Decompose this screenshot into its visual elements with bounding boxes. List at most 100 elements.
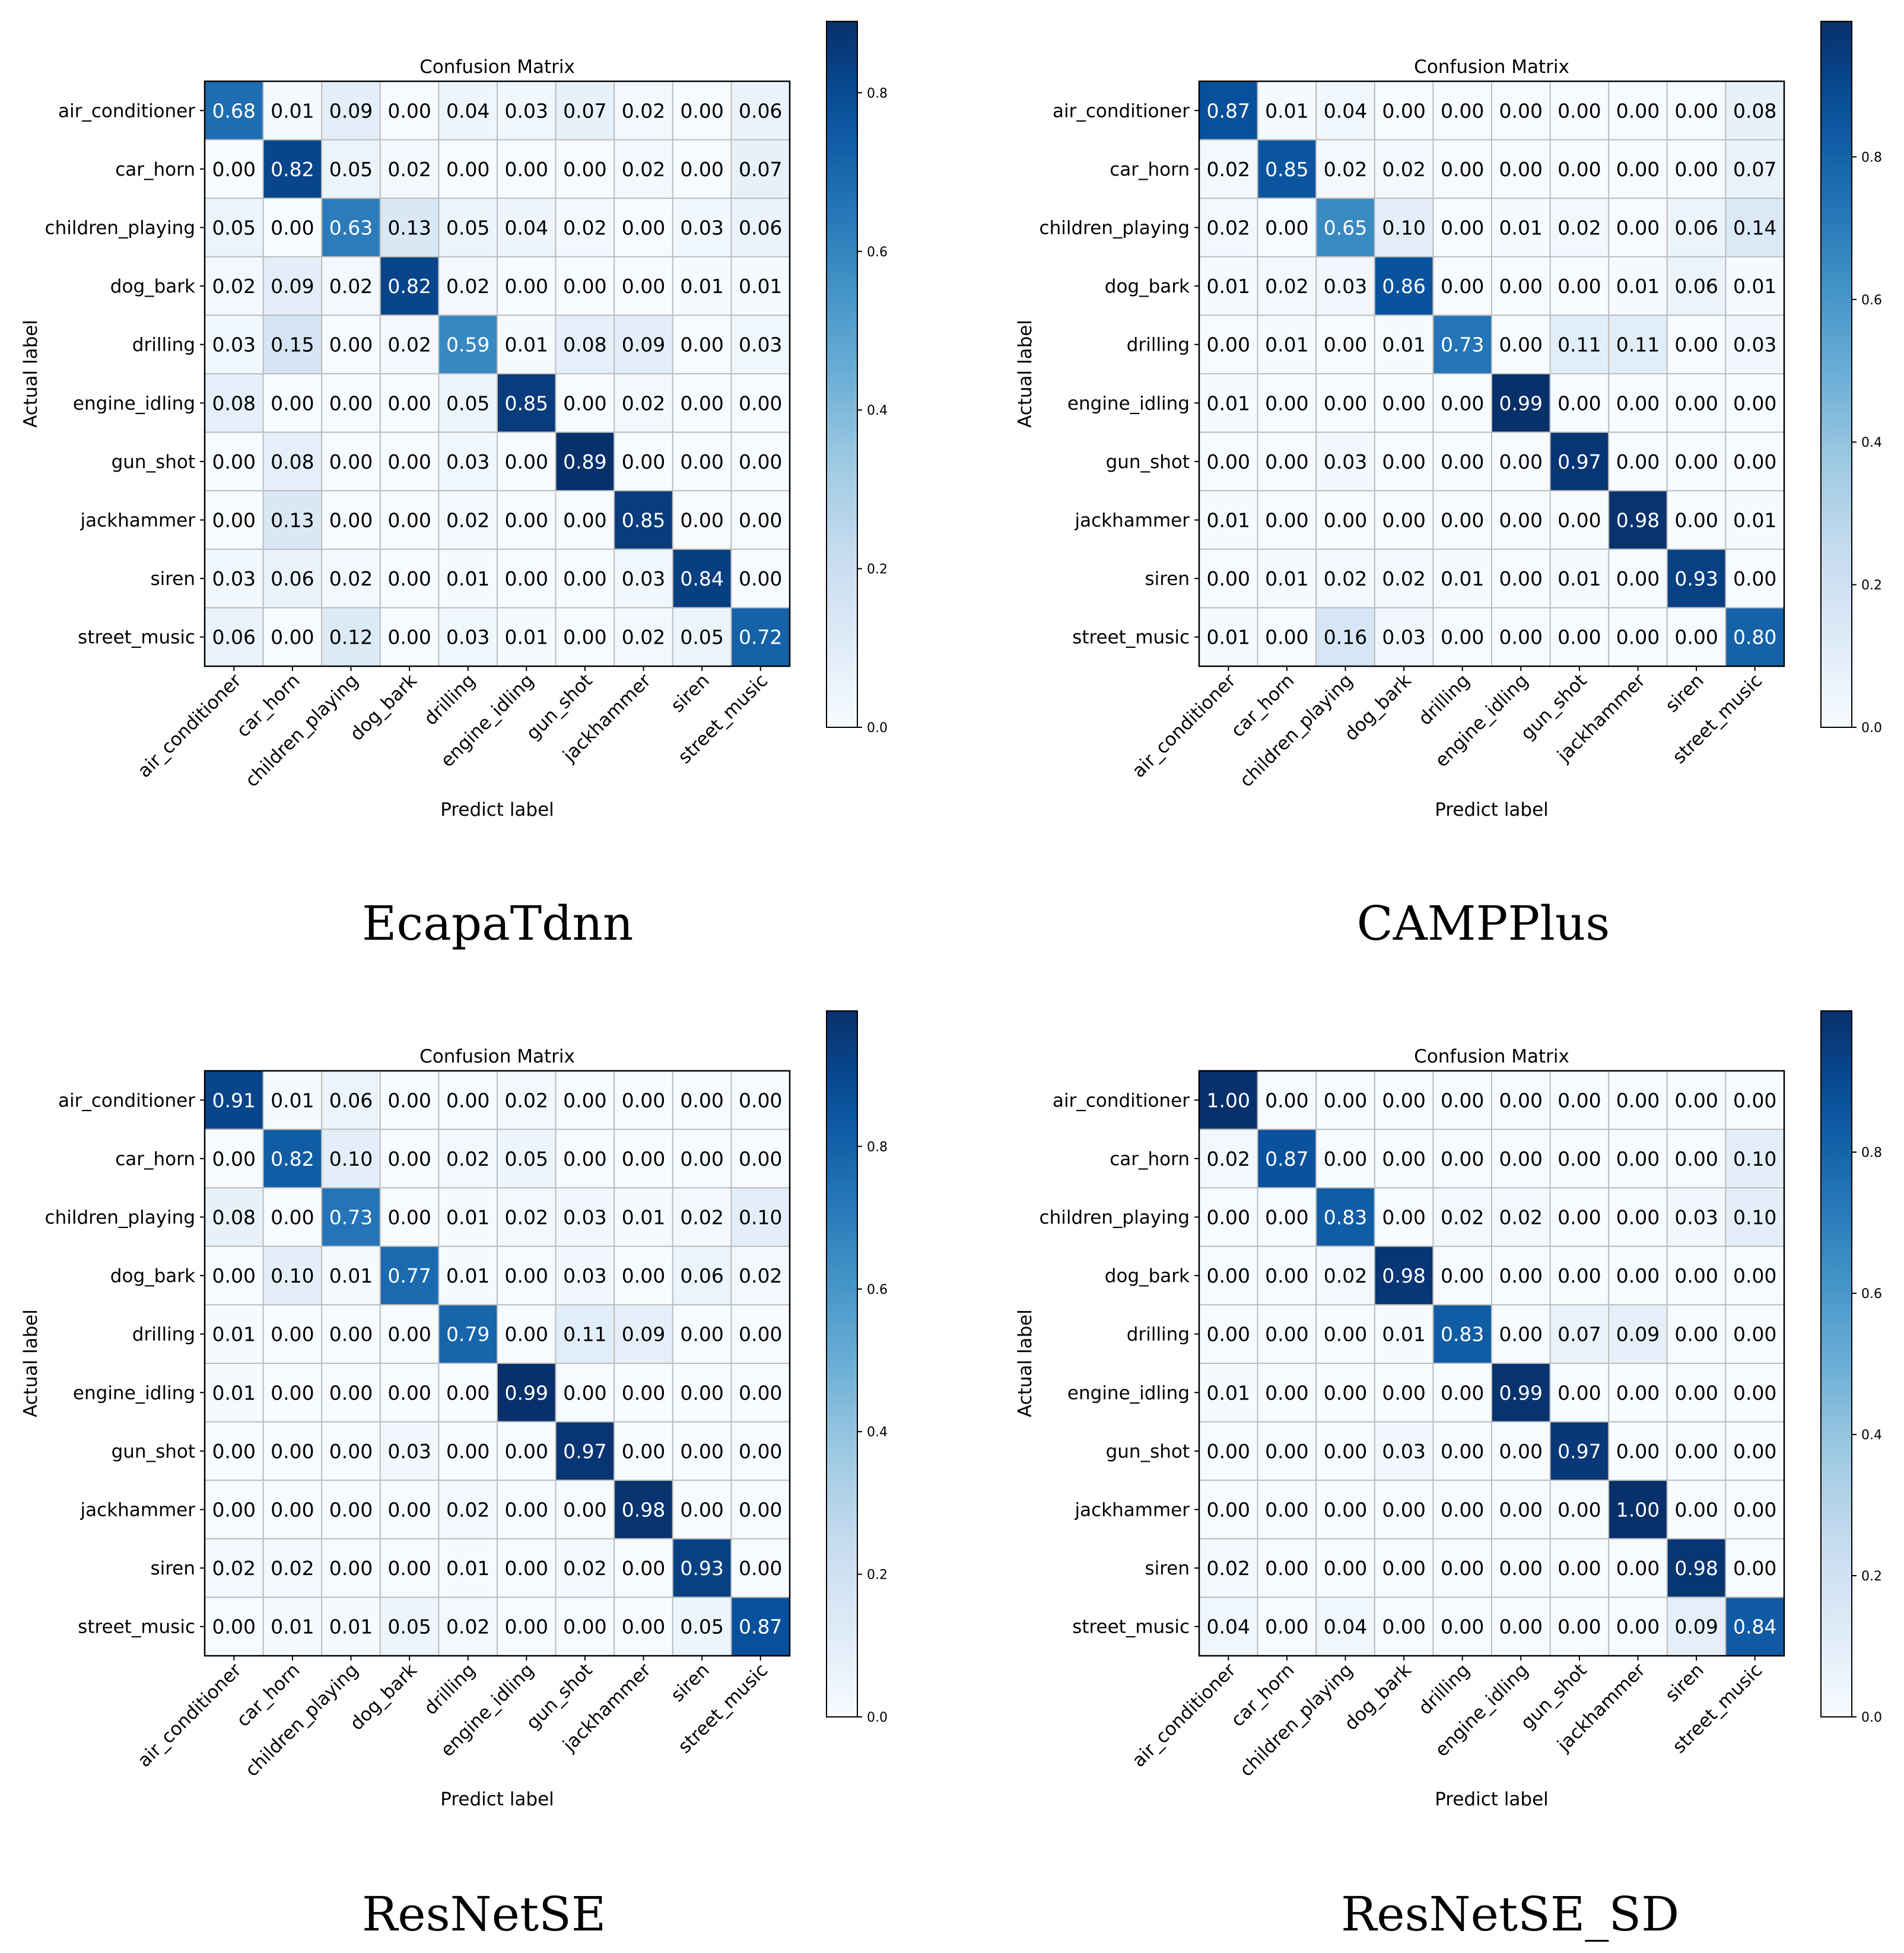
y-tick-label: street_music — [1072, 1617, 1190, 1638]
cell-value-label: 0.02 — [446, 1147, 489, 1170]
cell-value-label: 0.00 — [739, 392, 782, 415]
cell-value-label: 0.05 — [212, 217, 256, 240]
heatmap-frame — [1198, 80, 1785, 667]
heatmap-cell — [1315, 1070, 1375, 1130]
cell-value-label: 0.06 — [1674, 275, 1718, 298]
cell-value-label: 0.01 — [212, 1381, 256, 1404]
heatmap-cell — [1199, 198, 1258, 257]
heatmap-cell — [555, 1363, 615, 1423]
heatmap-cell — [1315, 431, 1375, 492]
cell-value-label: 0.02 — [1382, 567, 1425, 590]
cell-value-label: 0.09 — [329, 99, 373, 122]
cell-value-label: 0.00 — [1382, 1557, 1425, 1580]
heatmap-cell — [1491, 431, 1551, 492]
heatmap-cell — [1374, 198, 1434, 257]
chart-title: Confusion Matrix — [419, 1046, 575, 1067]
heatmap-cell — [672, 1187, 732, 1247]
chart-title: Confusion Matrix — [419, 56, 575, 78]
heatmap-cell — [1549, 256, 1610, 316]
cell-value-label: 0.00 — [1499, 1557, 1543, 1580]
cell-value-label: 0.00 — [1207, 1264, 1250, 1287]
heatmap-cell — [1725, 198, 1785, 257]
colorbar-tick-label: 0.0 — [1861, 1710, 1882, 1725]
cell-value-label: 0.85 — [622, 509, 665, 532]
heatmap-cell — [614, 1596, 673, 1657]
cell-value-label: 0.00 — [1733, 1089, 1776, 1112]
y-tick-label: siren — [1145, 568, 1190, 590]
cell-value-label: 0.00 — [1441, 1264, 1484, 1287]
cell-value-label: 0.04 — [1207, 1615, 1250, 1639]
cell-value-label: 0.01 — [1265, 333, 1308, 357]
cell-value-label: 0.00 — [212, 1615, 256, 1639]
cell-value-label: 0.77 — [387, 1264, 431, 1287]
heatmap-cell — [379, 1070, 440, 1130]
cell-value-label: 0.99 — [1499, 392, 1543, 415]
heatmap-cell — [379, 490, 440, 550]
cell-value-label: 0.14 — [1733, 217, 1776, 240]
cell-value-label: 0.00 — [739, 1381, 782, 1404]
heatmap-cell — [379, 1304, 440, 1364]
colorbar-tick-label: 0.0 — [1861, 721, 1882, 736]
cell-value-label: 0.03 — [1382, 1440, 1425, 1463]
colorbar-tick-label: 0.0 — [867, 1710, 888, 1725]
heatmap-cell — [1666, 373, 1727, 433]
cell-value-label: 0.02 — [1441, 1206, 1484, 1229]
heatmap-cell — [204, 373, 264, 433]
heatmap-cell — [1315, 490, 1375, 550]
cell-value-label: 0.00 — [1616, 1381, 1660, 1404]
cell-value-label: 0.01 — [505, 333, 548, 357]
heatmap-cell — [1725, 139, 1785, 199]
heatmap-cell — [1666, 1128, 1727, 1189]
heatmap-cell — [1725, 431, 1785, 492]
heatmap-cell — [1725, 1245, 1785, 1306]
cell-value-label: 0.09 — [622, 333, 665, 357]
cell-value-label: 0.00 — [1674, 333, 1718, 357]
cell-value-label: 0.05 — [680, 626, 723, 649]
colorbar-tick-label: 0.4 — [1861, 435, 1882, 450]
heatmap-cell — [1725, 1304, 1785, 1364]
heatmap-cell — [204, 607, 264, 667]
heatmap-cell — [1666, 607, 1727, 667]
heatmap-cell — [1666, 1304, 1727, 1364]
cell-value-label: 0.00 — [1674, 158, 1718, 181]
cell-value-label: 0.99 — [1499, 1381, 1543, 1404]
cell-value-label: 0.00 — [622, 1381, 665, 1404]
heatmap-cell — [1608, 256, 1668, 316]
heatmap-cell — [1257, 1070, 1317, 1130]
cell-value-label: 0.09 — [622, 1323, 665, 1346]
cell-value-label: 0.00 — [739, 509, 782, 532]
cell-value-label: 0.01 — [212, 1323, 256, 1346]
cell-value-label: 0.00 — [505, 1323, 548, 1346]
cell-value-label: 0.00 — [1557, 1147, 1601, 1170]
cell-value-label: 0.06 — [1674, 217, 1718, 240]
cell-value-label: 0.02 — [739, 1264, 782, 1287]
cell-value-label: 0.00 — [1265, 1615, 1308, 1639]
heatmap-cell — [1257, 548, 1317, 609]
cell-value-label: 0.00 — [505, 1557, 548, 1580]
cell-value-label: 0.82 — [271, 158, 314, 181]
heatmap-cell — [1491, 490, 1551, 550]
cell-value-label: 0.00 — [1499, 1615, 1543, 1639]
heatmap-cell — [438, 1245, 498, 1306]
cell-value-label: 0.01 — [446, 1557, 489, 1580]
heatmap-cell — [262, 1538, 323, 1598]
cell-value-label: 0.00 — [1441, 1089, 1484, 1112]
cell-value-label: 0.02 — [387, 158, 431, 181]
cell-value-label: 0.02 — [622, 626, 665, 649]
cell-value-label: 0.01 — [271, 1615, 314, 1639]
cell-value-label: 0.10 — [739, 1206, 782, 1229]
heatmap-cell — [379, 1187, 440, 1247]
cell-value-label: 0.00 — [387, 1381, 431, 1404]
cell-value-label: 0.00 — [680, 158, 723, 181]
heatmap-cell — [497, 1187, 557, 1247]
cell-value-label: 0.02 — [622, 158, 665, 181]
cell-value-label: 0.00 — [1674, 1499, 1718, 1522]
cell-value-label: 0.13 — [271, 509, 314, 532]
heatmap-frame — [1198, 1070, 1785, 1657]
cell-value-label: 0.84 — [1733, 1615, 1776, 1639]
heatmap-cell — [1199, 431, 1258, 492]
cell-value-label: 0.04 — [446, 99, 489, 122]
cell-value-label: 0.02 — [1499, 1206, 1543, 1229]
heatmap-cell — [614, 314, 673, 375]
